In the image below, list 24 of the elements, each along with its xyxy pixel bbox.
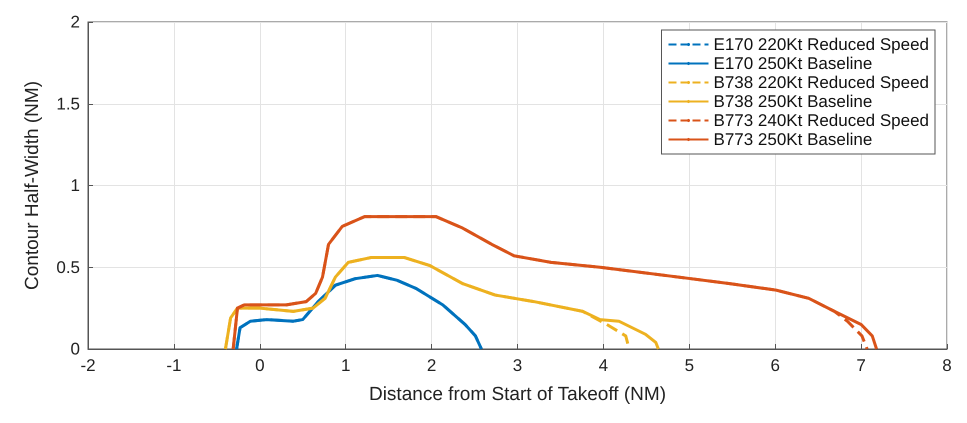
legend-label: E170 220Kt Reduced Speed xyxy=(713,35,930,54)
legend-label: B773 250Kt Baseline xyxy=(713,130,872,149)
y-tick-label: 1.5 xyxy=(56,94,80,114)
x-tick-label: 4 xyxy=(598,356,608,375)
y-tick-label: 0 xyxy=(70,340,80,358)
x-tick-label: 6 xyxy=(770,356,780,375)
y-tick-label: 0.5 xyxy=(56,258,80,277)
y-tick-label: 2 xyxy=(70,12,80,32)
x-tick-label: 8 xyxy=(942,356,952,375)
legend-label: B738 250Kt Baseline xyxy=(713,92,872,111)
x-tick-label: 5 xyxy=(684,356,694,375)
x-tick-label: 0 xyxy=(255,356,265,375)
y-axis-title: Contour Half-Width (NM) xyxy=(22,80,43,290)
x-tick-label: 2 xyxy=(426,356,436,375)
x-tick-label: -2 xyxy=(80,356,96,375)
x-tick-label: 1 xyxy=(340,356,350,375)
x-tick-label: 3 xyxy=(512,356,522,375)
x-tick-label: -1 xyxy=(166,356,182,375)
legend-label: B738 220Kt Reduced Speed xyxy=(713,73,930,92)
y-tick-label: 1 xyxy=(70,176,80,195)
legend-label: B773 240Kt Reduced Speed xyxy=(713,111,930,130)
x-tick-label: 7 xyxy=(856,356,866,375)
x-axis-title: Distance from Start of Takeoff (NM) xyxy=(368,384,666,405)
legend-label: E170 250Kt Baseline xyxy=(713,54,872,73)
